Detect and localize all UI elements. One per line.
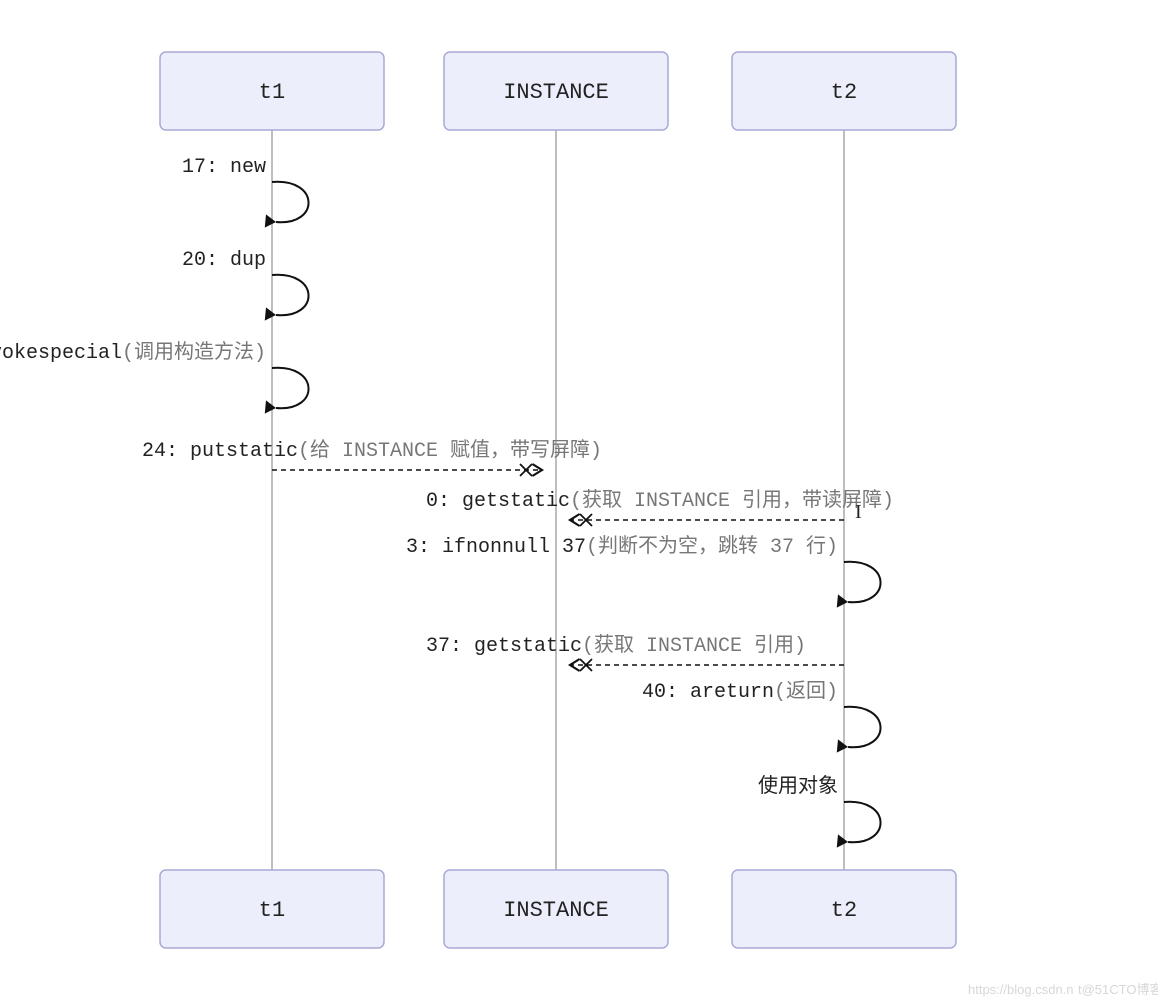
lifeline-label-bottom-t2: t2 [831,898,857,923]
self-loop-0 [272,182,309,222]
msg-label-dashed-4: 0: getstatic(获取 INSTANCE 引用，带读屏障) [426,488,894,513]
lifeline-label-top-t2: t2 [831,80,857,105]
self-loop-7 [844,707,881,747]
watermark-0: https://blog.csdn.n [968,982,1074,997]
text-cursor: I [855,501,862,523]
msg-label-self-8: 使用对象 [758,774,838,799]
sequence-diagram: t1 t1 INSTANCE INSTANCE t2 t2 17: new 20: dup 21… [0,0,1158,1006]
lifeline-label-top-t1: t1 [259,80,285,105]
lifeline-label-bottom-t1: t1 [259,898,285,923]
msg-label-self-5: 3: ifnonnull 37(判断不为空，跳转 37 行) [406,534,838,559]
msg-label-dashed-6: 37: getstatic(获取 INSTANCE 引用) [426,633,806,658]
watermark-1: t@51CTO博客 [1078,982,1158,997]
msg-label-self-1: 20: dup [182,249,266,272]
lifeline-label-bottom-instance: INSTANCE [503,898,609,923]
msg-label-self-2: 21: invokespecial(调用构造方法) [0,340,266,365]
self-loop-8 [844,802,881,842]
msg-label-self-7: 40: areturn(返回) [642,679,838,704]
lifeline-label-top-instance: INSTANCE [503,80,609,105]
self-loop-1 [272,275,309,315]
self-loop-2 [272,368,309,408]
self-loop-5 [844,562,881,602]
msg-label-self-0: 17: new [182,156,266,179]
msg-label-dashed-3: 24: putstatic(给 INSTANCE 赋值，带写屏障) [142,438,602,463]
